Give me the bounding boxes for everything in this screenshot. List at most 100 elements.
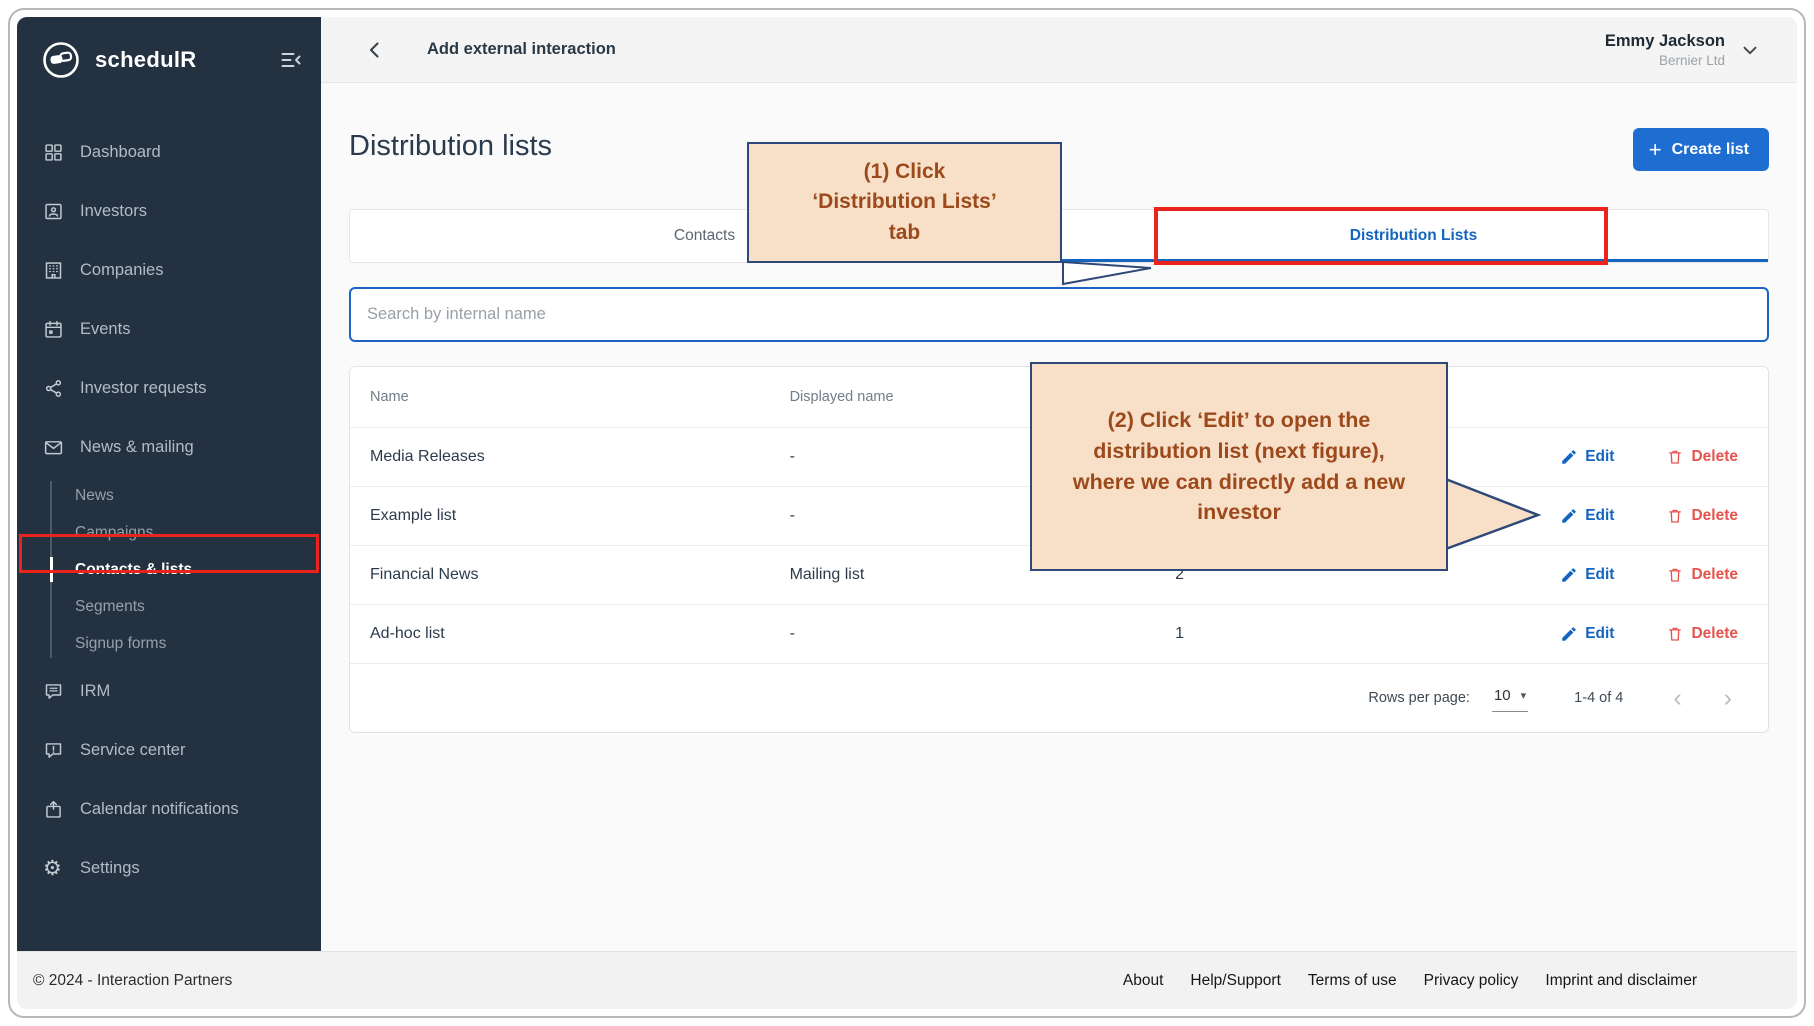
footer-link-help-support[interactable]: Help/Support [1190,971,1281,989]
distribution-lists-table: Name Displayed name Media Releases - Edit D… [349,366,1769,733]
sidebar-item-service-center[interactable]: Service center [17,721,321,780]
tab-contacts[interactable]: Contacts [673,227,736,244]
edit-label: Edit [1585,507,1615,524]
footer-link-terms-of-use[interactable]: Terms of use [1307,971,1397,989]
trash-icon [1666,625,1684,643]
copyright-text: © 2024 - Interaction Partners [33,971,233,989]
sidebar-item-settings[interactable]: ⚙ Settings [17,839,321,898]
pagination-range: 1-4 of 4 [1574,690,1624,706]
companies-icon [43,260,64,281]
sidebar-subitem-segments[interactable]: Segments [75,597,145,615]
sidebar-item-label: Service center [80,741,186,759]
footer-link-privacy-policy[interactable]: Privacy policy [1423,971,1519,989]
sidebar-item-label: Dashboard [80,143,161,161]
delete-label: Delete [1691,566,1738,583]
cell-actions: Edit Delete [1528,566,1768,584]
cell-name: Financial News [370,566,479,583]
sidebar-subitem-news[interactable]: News [75,486,114,504]
cell-displayed-name: - [789,448,795,465]
edit-button[interactable]: Edit [1560,507,1614,525]
column-header-displayed-name: Displayed name [789,389,894,405]
cell-actions: Edit Delete [1528,448,1768,466]
sidebar-nav-main: Dashboard Investors Companies Events Investo… [17,123,321,477]
edit-button[interactable]: Edit [1560,625,1614,643]
pagination-next-icon[interactable]: › [1723,683,1732,712]
dashboard-icon [43,142,64,163]
user-name: Emmy Jackson [1604,31,1725,50]
cell-displayed-name: - [789,625,795,642]
plus-icon: + [1648,136,1662,162]
calendar-notifications-icon [43,799,64,820]
sidebar-nav-bottom: IRM Service center Calendar notifications ⚙… [17,662,321,898]
edit-button[interactable]: Edit [1560,566,1614,584]
sidebar-item-investors[interactable]: Investors [17,182,321,241]
cell-name: Media Releases [370,448,485,465]
edit-label: Edit [1585,448,1615,465]
sidebar-item-companies[interactable]: Companies [17,241,321,300]
sidebar-item-dashboard[interactable]: Dashboard [17,123,321,182]
sidebar-item-label: Calendar notifications [80,800,239,818]
topbar-title: Add external interaction [427,40,616,58]
tab-bar: Contacts Distribution Lists [349,207,1769,265]
user-menu[interactable]: Emmy Jackson Bernier Ltd [1605,32,1797,68]
chevron-down-icon[interactable] [1739,39,1761,61]
pencil-icon [1560,625,1578,643]
sidebar-item-label: Investor requests [80,379,207,397]
cell-actions: Edit Delete [1528,507,1768,525]
rows-per-page-label: Rows per page: [1368,690,1470,706]
schedulr-logo-icon [41,40,81,80]
sidebar-subitem-signup-forms[interactable]: Signup forms [75,634,167,652]
rows-per-page-select[interactable]: 10 ▾ [1491,684,1529,712]
delete-button[interactable]: Delete [1666,625,1738,643]
active-tab-indicator [1030,259,1768,262]
page-title: Distribution lists [349,130,553,162]
delete-label: Delete [1691,448,1738,465]
trash-icon [1666,566,1684,584]
delete-label: Delete [1691,625,1738,642]
sidebar-item-calendar-notifications[interactable]: Calendar notifications [17,780,321,839]
sidebar-subitem-campaigns[interactable]: Campaigns [75,523,154,541]
back-icon[interactable] [363,38,387,62]
delete-button[interactable]: Delete [1666,566,1738,584]
settings-icon: ⚙ [43,857,62,880]
footer-link-imprint-and-disclaimer[interactable]: Imprint and disclaimer [1545,971,1697,989]
edit-label: Edit [1585,566,1615,583]
sidebar-item-events[interactable]: Events [17,300,321,359]
pencil-icon [1560,448,1578,466]
sidebar-subitem-contacts-lists[interactable]: Contacts & lists [17,551,321,588]
cell-count: 1 [1175,625,1184,642]
investors-icon [43,201,64,222]
sidebar-item-investor-requests[interactable]: Investor requests [17,359,321,418]
cell-name: Ad-hoc list [370,625,445,642]
tab-distribution-lists[interactable]: Distribution Lists [1349,227,1478,244]
sidebar-item-irm[interactable]: IRM [17,662,321,721]
column-header-name: Name [370,389,409,405]
table-body: Media Releases - Edit Delete Example list - Ed… [350,427,1768,663]
sidebar-header: schedulR [17,33,321,87]
pencil-icon [1560,507,1578,525]
sidebar-item-news-mailing[interactable]: News & mailing [17,418,321,477]
delete-button[interactable]: Delete [1666,448,1738,466]
footer: © 2024 - Interaction Partners About Help/… [17,951,1797,1009]
footer-link-about[interactable]: About [1122,971,1164,989]
irm-icon [43,681,64,702]
sidebar-item-label: News & mailing [80,438,194,456]
pagination-prev-icon[interactable]: ‹ [1673,683,1682,712]
app-window: schedulR Dashboard Investors Companies Even… [17,17,1797,1009]
table-row: Example list - Edit Delete [350,486,1768,545]
cell-count: 2 [1175,566,1184,583]
topbar: Add external interaction Emmy Jackson Be… [321,17,1797,83]
service-center-icon [43,740,64,761]
pencil-icon [1560,566,1578,584]
table-row: Media Releases - Edit Delete [350,427,1768,486]
sidebar-item-label: Investors [80,202,147,220]
search-input[interactable] [349,287,1769,342]
cell-name: Example list [370,507,457,524]
delete-button[interactable]: Delete [1666,507,1738,525]
screenshot-frame: schedulR Dashboard Investors Companies Even… [8,8,1806,1018]
edit-button[interactable]: Edit [1560,448,1614,466]
select-caret-icon: ▾ [1520,690,1527,702]
create-list-button[interactable]: + Create list [1632,128,1769,171]
collapse-sidebar-icon[interactable] [279,48,303,72]
cell-actions: Edit Delete [1528,625,1768,643]
